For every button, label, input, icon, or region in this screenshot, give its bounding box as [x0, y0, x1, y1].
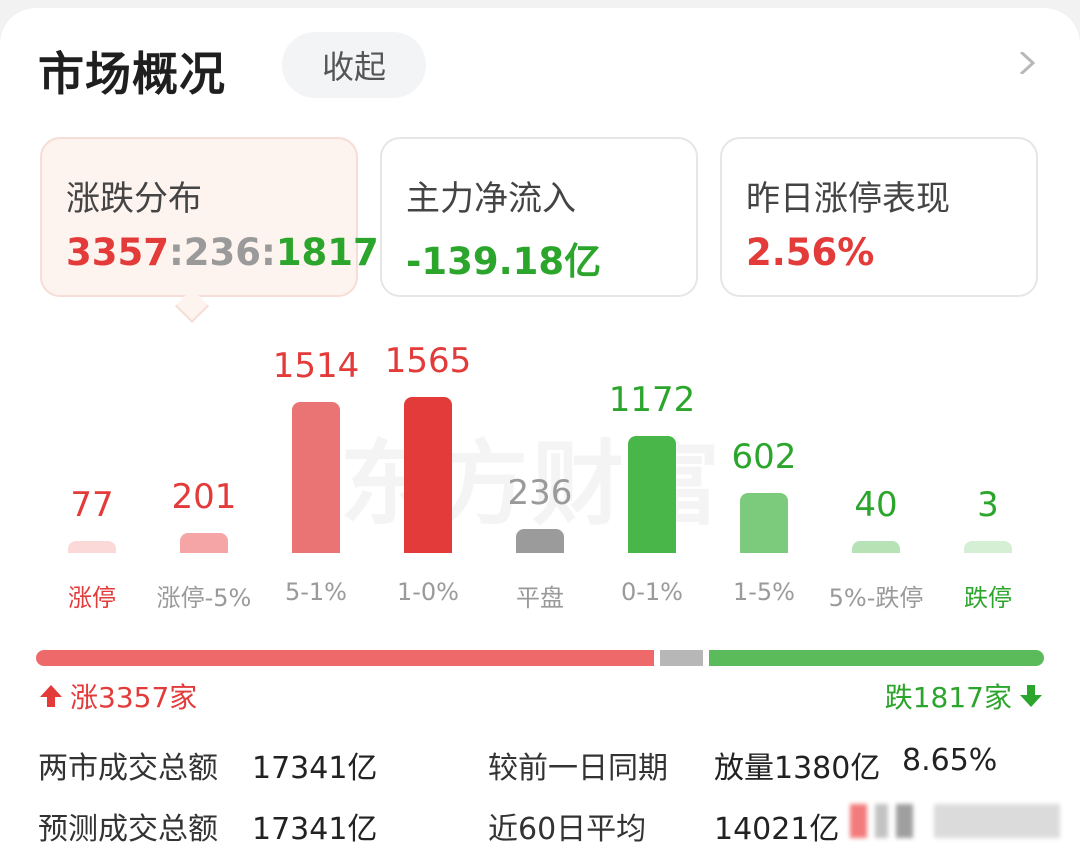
bar [68, 541, 116, 553]
bar-category-label: 平盘 [516, 584, 564, 612]
avg-label: 近60日平均 [488, 812, 647, 847]
ratio-sep: : [168, 231, 184, 274]
bar-category-label: 涨停-5% [156, 584, 252, 612]
ratio-segment-flat [660, 650, 704, 666]
bar [852, 541, 900, 553]
bar-category-label: 5-1% [284, 578, 347, 606]
tab-label: 昨日涨停表现 [746, 179, 950, 219]
rise-fall-ratio: 3357:236:1817 [66, 231, 379, 274]
up-summary: 涨3357家 [38, 676, 197, 716]
bar-value-label: 201 [171, 476, 237, 517]
tab-main-net-inflow[interactable]: 主力净流入 -139.18亿 [380, 137, 698, 297]
bar-value-label: 3 [977, 485, 999, 525]
up-summary-label: 涨3357家 [70, 681, 198, 714]
down-summary-label: 跌1817家 [884, 681, 1012, 714]
bar [404, 397, 452, 553]
tab-yesterday-limit-up[interactable]: 昨日涨停表现 2.56% [720, 137, 1038, 297]
tab-rise-fall-distribution[interactable]: 涨跌分布 3357:236:1817 [40, 137, 379, 297]
bar-value-label: 1514 [272, 346, 360, 387]
bar-value-label: 1172 [608, 380, 696, 421]
bar [292, 402, 340, 553]
net-inflow-value: -139.18亿 [406, 240, 602, 283]
bar-value-label: 1565 [384, 341, 472, 381]
tab-label: 涨跌分布 [66, 179, 202, 219]
bar-value-label: 236 [507, 473, 573, 514]
chevron-right-icon[interactable] [1016, 52, 1038, 74]
forecast-label: 预测成交总额 [38, 812, 218, 847]
bar [964, 541, 1012, 553]
arrow-down-icon [1020, 685, 1042, 707]
forecast-value: 17341亿 [252, 812, 378, 847]
bar [740, 492, 788, 553]
bar-value-label: 40 [854, 485, 898, 525]
limit-up-performance-value: 2.56% [746, 231, 875, 274]
bar-category-label: 0-1% [620, 578, 683, 606]
bar-category-label: 涨停 [68, 584, 116, 612]
bar-value-label: 77 [70, 485, 114, 525]
down-summary: 跌1817家 [885, 676, 1044, 716]
bar-value-label: 602 [731, 436, 797, 477]
arrow-up-icon [40, 685, 62, 707]
avg-value: 14021亿 [714, 812, 840, 847]
ratio-sep: : [261, 231, 276, 274]
bar [516, 529, 564, 553]
flat-count-value: 236 [183, 231, 262, 274]
compare-value: 放量1380亿 [714, 751, 881, 786]
bar-category-label: 5%-跌停 [828, 584, 924, 612]
bar [180, 532, 228, 553]
rise-fall-ratio-bar [36, 650, 1044, 666]
compare-label: 较前一日同期 [488, 751, 668, 786]
ratio-segment-down [709, 650, 1044, 666]
tab-label: 主力净流入 [406, 179, 576, 219]
bar-category-label: 1-0% [396, 578, 459, 606]
ratio-segment-up [36, 650, 655, 666]
obscured-content [850, 804, 1060, 838]
bar-category-label: 跌停 [964, 584, 1012, 612]
bar [628, 436, 676, 553]
compare-percent: 8.65% [902, 743, 998, 778]
page-title: 市场概况 [38, 47, 226, 101]
turnover-label: 两市成交总额 [38, 751, 218, 786]
down-count-value: 1817 [275, 231, 379, 274]
collapse-button[interactable]: 收起 [282, 32, 426, 98]
up-count-value: 3357 [66, 231, 169, 274]
bar-category-label: 1-5% [732, 578, 795, 606]
turnover-value: 17341亿 [252, 751, 378, 786]
